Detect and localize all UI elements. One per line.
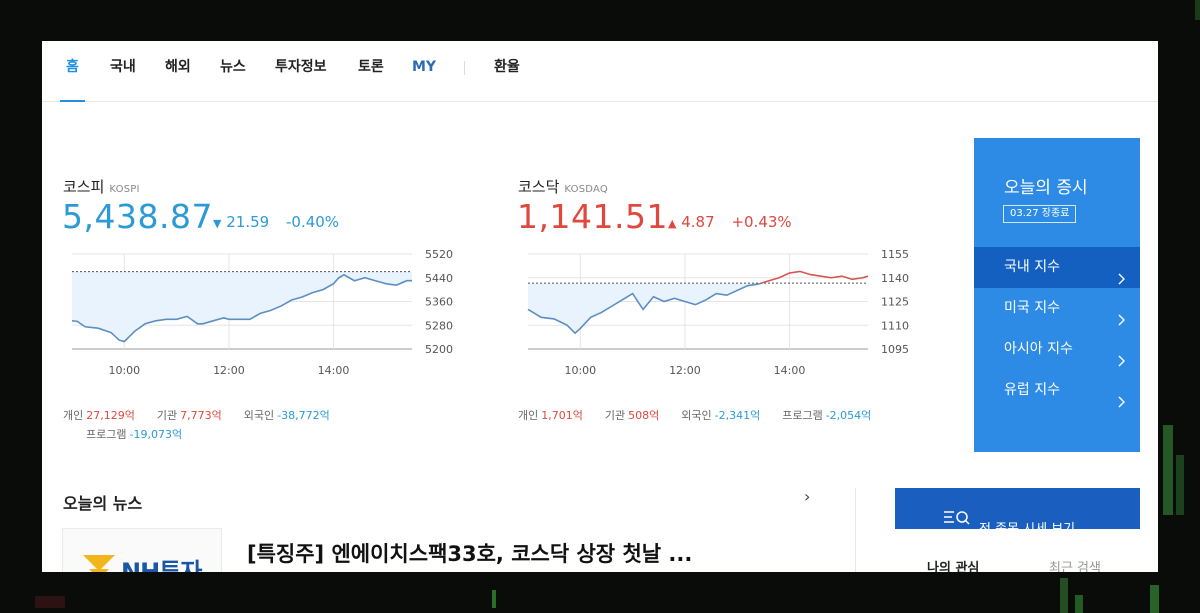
kosdaq-header[interactable]: 코스닥 KOSDAQ xyxy=(518,176,608,197)
kosdaq-y-tick-label: 1110 xyxy=(881,319,909,332)
nav-home-tab[interactable]: 홈 xyxy=(60,57,85,102)
kosdaq-foreign-value: -2,341억 xyxy=(714,409,761,422)
kosdaq-program-label: 프로그램 xyxy=(782,409,823,422)
kospi-value: 5,438.87 xyxy=(62,197,213,236)
kospi-intraday-chart[interactable]: 5520 5440 5360 5280 5200 10:00 12:00 14:00 xyxy=(62,244,482,384)
kosdaq-intraday-chart[interactable]: 1155 1140 1125 1110 1095 10:00 12:00 14:00 xyxy=(518,244,938,384)
search-list-icon xyxy=(943,501,973,542)
market-status-badge: 03.27 장종료 xyxy=(1003,205,1077,223)
kosdaq-value: 1,141.51 xyxy=(517,197,668,236)
kospi-individual-value: 27,129억 xyxy=(86,409,135,422)
all-stocks-price-label: 전 종목 시세 보기 xyxy=(979,521,1076,537)
down-triangle-icon: ▼ xyxy=(213,217,222,230)
chevron-right-icon xyxy=(1118,343,1126,384)
nav-overseas-tab[interactable]: 해외 xyxy=(165,59,191,75)
nav-my-tab[interactable]: MY xyxy=(412,59,437,75)
domestic-index-menu[interactable]: 국내 지수 xyxy=(974,247,1140,288)
top-nav: 홈 국내 해외 뉴스 투자정보 토론 MY 환율 xyxy=(42,41,1158,102)
kospi-individual-label: 개인 xyxy=(63,409,84,422)
kospi-area-fill xyxy=(72,271,412,342)
kospi-institution-label: 기관 xyxy=(156,409,178,422)
asia-index-label: 아시아 지수 xyxy=(1004,341,1073,357)
kospi-y-tick-label: 5200 xyxy=(425,343,453,356)
kospi-code: KOSPI xyxy=(109,184,140,195)
kospi-change-value: 21.59 xyxy=(226,213,270,231)
news-thumbnail-logo-text: NH투자 xyxy=(121,558,202,572)
kosdaq-y-tick-label: 1125 xyxy=(881,296,909,309)
chevron-right-icon xyxy=(1118,261,1126,302)
news-more-arrow-icon[interactable]: › xyxy=(804,487,811,506)
kosdaq-individual-value: 1,701억 xyxy=(541,409,583,422)
nav-divider xyxy=(464,61,465,75)
kospi-program-summary: 프로그램 -19,073억 xyxy=(86,426,182,442)
kospi-change-pct: -0.40% xyxy=(285,213,340,231)
kosdaq-change-pct: +0.43% xyxy=(731,213,792,231)
kospi-investor-summary: 개인 27,129억 기관 7,773억 외국인 -38,772억 xyxy=(63,407,352,423)
kosdaq-y-tick-label: 1140 xyxy=(881,272,909,285)
asia-index-menu[interactable]: 아시아 지수 xyxy=(974,329,1140,370)
kospi-y-tick-label: 5280 xyxy=(425,319,453,332)
kosdaq-individual-label: 개인 xyxy=(518,409,539,422)
todays-news-title: 오늘의 뉴스 xyxy=(63,494,143,513)
kospi-header[interactable]: 코스피 KOSPI xyxy=(63,176,140,197)
kospi-program-label: 프로그램 xyxy=(86,428,127,441)
kospi-x-tick-label: 10:00 xyxy=(108,364,140,377)
recent-search-tab[interactable]: 최근 검색 xyxy=(1049,561,1101,572)
kospi-institution-value: 7,773억 xyxy=(180,409,222,422)
news-headline-link[interactable]: [특징주] 엔에이치스팩33호, 코스닥 상장 첫날 ... xyxy=(247,542,693,566)
kospi-program-value: -19,073억 xyxy=(129,428,183,441)
kosdaq-institution-value: 508억 xyxy=(628,409,660,422)
domestic-index-label: 국내 지수 xyxy=(1004,259,1060,275)
kospi-price-line xyxy=(71,273,412,343)
kospi-x-tick-label: 14:00 xyxy=(318,364,350,377)
kosdaq-x-tick-label: 10:00 xyxy=(564,364,596,377)
up-triangle-icon: ▲ xyxy=(668,217,677,230)
todays-market-panel: 오늘의 증시 03.27 장종료 국내 지수 미국 지수 아시아 지수 유럽 지… xyxy=(974,138,1140,452)
kospi-y-tick-label: 5360 xyxy=(425,296,453,309)
news-thumbnail[interactable]: NH투자 xyxy=(62,528,222,572)
kospi-foreign-label: 외국인 xyxy=(243,409,275,422)
kosdaq-program-value: -2,054억 xyxy=(825,409,872,422)
kosdaq-code: KOSDAQ xyxy=(564,184,608,195)
kosdaq-x-tick-label: 12:00 xyxy=(669,364,701,377)
nh-logo-icon xyxy=(83,555,115,572)
nav-investment-info-tab[interactable]: 투자정보 xyxy=(275,59,327,75)
us-index-menu[interactable]: 미국 지수 xyxy=(974,288,1140,329)
my-interest-tab[interactable]: 나의 관심 xyxy=(927,561,980,572)
kospi-y-tick-label: 5440 xyxy=(425,272,453,285)
nav-exchange-rate-tab[interactable]: 환율 xyxy=(494,59,520,75)
kosdaq-x-tick-label: 14:00 xyxy=(774,364,806,377)
kospi-change: ▼ 21.59 -0.40% xyxy=(213,213,339,231)
kosdaq-investor-summary: 개인 1,701억 기관 508억 외국인 -2,341억 프로그램 -2,054억 xyxy=(518,407,893,423)
kosdaq-foreign-label: 외국인 xyxy=(681,409,712,422)
kosdaq-y-tick-label: 1155 xyxy=(881,248,909,261)
chevron-right-icon xyxy=(1118,384,1126,425)
news-divider xyxy=(855,488,856,572)
nav-discussion-tab[interactable]: 토론 xyxy=(358,59,384,75)
us-index-label: 미국 지수 xyxy=(1004,300,1060,316)
kosdaq-name: 코스닥 xyxy=(518,178,560,196)
kospi-name: 코스피 xyxy=(63,178,105,196)
nav-domestic-tab[interactable]: 국내 xyxy=(110,59,136,75)
todays-market-title: 오늘의 증시 xyxy=(1004,178,1088,198)
kospi-y-tick-label: 5520 xyxy=(425,248,453,261)
europe-index-label: 유럽 지수 xyxy=(1004,382,1060,398)
kosdaq-institution-label: 기관 xyxy=(604,409,626,422)
all-stocks-price-button[interactable]: 전 종목 시세 보기 xyxy=(895,488,1140,537)
kosdaq-area-fill xyxy=(528,283,868,334)
kospi-x-tick-label: 12:00 xyxy=(213,364,245,377)
kospi-foreign-value: -38,772억 xyxy=(277,409,330,422)
kosdaq-y-tick-label: 1095 xyxy=(881,343,909,356)
kosdaq-change: ▲ 4.87 +0.43% xyxy=(668,213,792,231)
stock-home-page: 홈 국내 해외 뉴스 투자정보 토론 MY 환율 코스피 KOSPI 5,438.… xyxy=(42,41,1158,572)
kosdaq-change-value: 4.87 xyxy=(681,213,715,231)
kosdaq-price-line xyxy=(527,283,765,335)
europe-index-menu[interactable]: 유럽 지수 xyxy=(974,370,1140,411)
nav-news-tab[interactable]: 뉴스 xyxy=(220,59,246,75)
kosdaq-price-line-above xyxy=(758,270,869,284)
chevron-right-icon xyxy=(1118,302,1126,343)
